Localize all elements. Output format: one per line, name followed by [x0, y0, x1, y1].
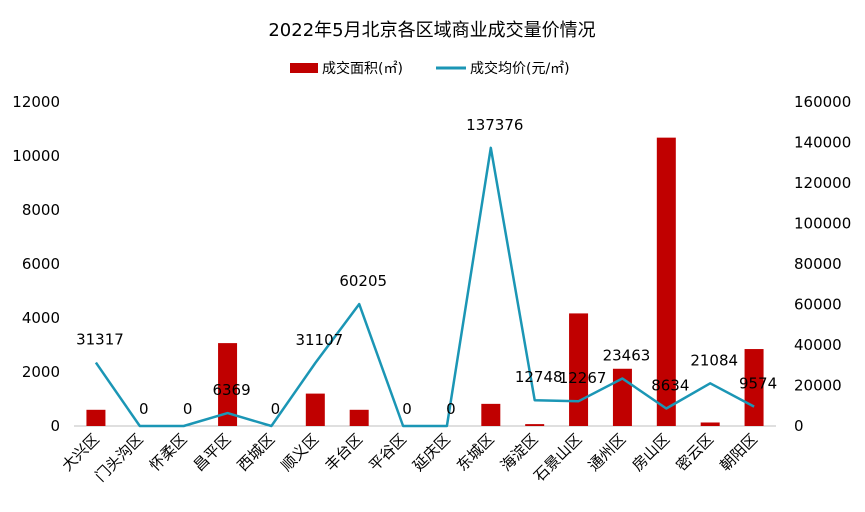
category-label: 昌平区	[190, 430, 235, 475]
category-label: 通州区	[585, 430, 630, 475]
legend-item-price: 成交均价(元/㎡)	[436, 60, 570, 77]
right-tick-label: 40000	[794, 336, 842, 354]
right-axis-ticks: 0 20000 40000 60000 80000 100000 120000 140000 1…	[794, 93, 851, 435]
price-line	[94, 146, 755, 428]
data-labels: 31317 0 0 6369 0 31107 60205 0 0 137376 1274812267…	[76, 116, 777, 418]
bar	[481, 403, 501, 426]
category-label: 东城区	[453, 430, 498, 475]
bar	[218, 343, 238, 426]
legend-swatch-area	[290, 63, 318, 73]
right-tick-label: 0	[794, 417, 804, 435]
price-data-label: 6369	[212, 381, 250, 399]
bar	[305, 393, 325, 426]
price-data-label: 12267	[559, 369, 607, 387]
left-axis-ticks: 0 2000 4000 6000 8000 10000 12000	[12, 93, 60, 435]
legend-item-area: 成交面积(㎡)	[290, 60, 403, 77]
category-label: 怀柔区	[146, 430, 191, 475]
category-label: 西城区	[234, 430, 279, 475]
price-data-label: 0	[402, 400, 412, 418]
category-label: 朝阳区	[716, 430, 761, 475]
category-label: 门头沟区	[91, 430, 146, 485]
category-label: 平谷区	[365, 430, 410, 475]
legend-label-area: 成交面积(㎡)	[322, 60, 403, 77]
chart-title: 2022年5月北京各区域商业成交量价情况	[268, 20, 595, 41]
right-tick-label: 140000	[794, 134, 851, 152]
price-data-label: 0	[139, 400, 149, 418]
price-data-label: 8634	[651, 377, 689, 395]
price-data-label: 0	[446, 400, 456, 418]
left-tick-label: 2000	[22, 363, 60, 381]
bar	[86, 409, 106, 426]
price-data-label: 9574	[739, 375, 777, 393]
price-data-label: 31107	[295, 331, 343, 349]
left-tick-label: 10000	[12, 147, 60, 165]
right-tick-label: 80000	[794, 255, 842, 273]
price-data-label: 21084	[690, 351, 738, 369]
right-tick-label: 100000	[794, 215, 851, 233]
price-data-label: 12748	[515, 368, 563, 386]
category-label: 顺义区	[278, 430, 323, 475]
price-data-label: 60205	[339, 272, 387, 290]
left-tick-label: 8000	[22, 201, 60, 219]
category-label: 丰台区	[321, 430, 366, 475]
price-data-label: 0	[271, 400, 281, 418]
bar	[700, 422, 720, 426]
category-label: 密云区	[672, 430, 717, 475]
bar	[656, 137, 676, 426]
price-data-label: 31317	[76, 331, 124, 349]
right-tick-label: 60000	[794, 296, 842, 314]
left-tick-label: 12000	[12, 93, 60, 111]
right-tick-label: 160000	[794, 93, 851, 111]
bar	[349, 409, 369, 426]
right-tick-label: 120000	[794, 174, 851, 192]
bar	[525, 424, 545, 426]
category-label: 石景山区	[530, 430, 585, 485]
left-tick-label: 0	[50, 417, 60, 435]
price-data-label: 23463	[603, 346, 651, 364]
legend: 成交面积(㎡) 成交均价(元/㎡)	[290, 60, 570, 77]
line-series	[94, 146, 755, 428]
bar	[744, 349, 764, 426]
legend-label-price: 成交均价(元/㎡)	[470, 60, 570, 77]
price-data-label: 137376	[466, 116, 523, 134]
right-tick-label: 20000	[794, 377, 842, 395]
price-data-label: 0	[183, 400, 193, 418]
category-label: 房山区	[629, 430, 674, 475]
left-tick-label: 4000	[22, 309, 60, 327]
bar-series	[86, 137, 764, 426]
left-tick-label: 6000	[22, 255, 60, 273]
category-label: 延庆区	[409, 430, 454, 475]
